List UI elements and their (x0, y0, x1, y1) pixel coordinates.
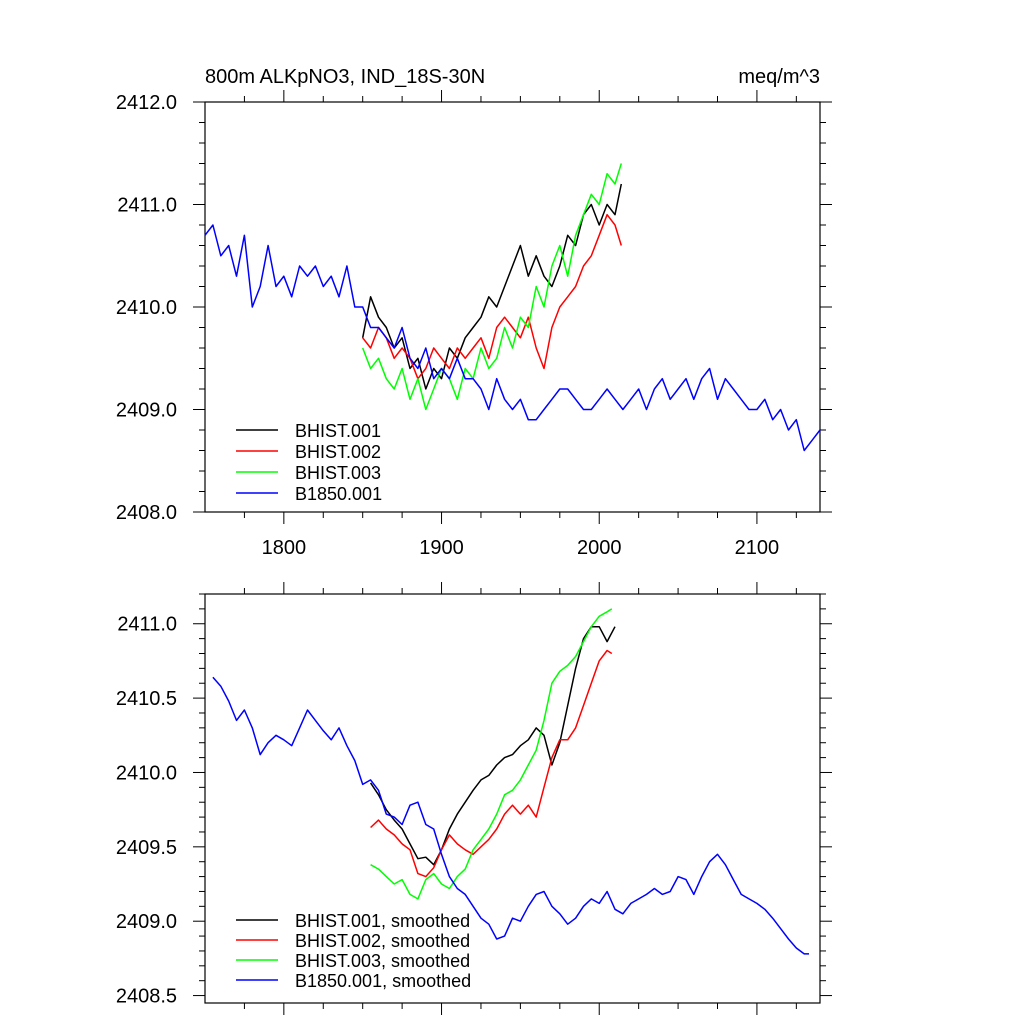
panel2-legend-label: B1850.001, smoothed (295, 971, 471, 991)
panel1-y-tick-label: 2412.0 (116, 92, 177, 114)
panel2-series-2-line (370, 649, 613, 878)
panel2-y-tick-label: 2409.5 (116, 837, 177, 859)
panel1-series-4-line (204, 224, 821, 452)
panel1-series-3-line (362, 163, 623, 411)
panel2-y-tick-label: 2410.0 (116, 762, 177, 784)
panel1-legend-label: B1850.001 (295, 484, 382, 504)
panel1-x-tick-label: 1800 (262, 537, 307, 559)
panel2-frame (204, 593, 821, 1004)
panel1-series-2-line (362, 213, 623, 380)
panel1-x-tick-label: 1900 (419, 537, 464, 559)
panel2-legend-label: BHIST.002, smoothed (295, 931, 470, 951)
panel2-y-tick-label: 2410.5 (116, 688, 177, 710)
panel1-legend-label: BHIST.001 (295, 421, 381, 441)
panel2-y-tick-label: 2411.0 (117, 614, 177, 636)
panel2-series-1-line (369, 625, 616, 866)
chart-title: 800m ALKpNO3, IND_18S-30N (205, 66, 485, 88)
panel1-legend-label: BHIST.003 (295, 463, 381, 483)
panel2-legend-label: BHIST.001, smoothed (295, 911, 470, 931)
units-label: meq/m^3 (738, 66, 820, 88)
panel2-y-tick-label: 2408.5 (116, 986, 177, 1008)
panel1-x-tick-label: 2100 (735, 537, 780, 559)
panel2-series-4-line (212, 676, 809, 955)
panel2-series-3-line (370, 608, 613, 900)
panel2-y-tick-label: 2409.0 (116, 911, 177, 933)
panel1-y-tick-label: 2411.0 (117, 195, 177, 217)
panel1-y-tick-label: 2410.0 (116, 297, 177, 319)
panel1-x-tick-label: 2000 (577, 537, 622, 559)
panel1-legend-label: BHIST.002 (295, 442, 381, 462)
panel1-y-tick-label: 2409.0 (116, 400, 177, 422)
panel1-y-tick-label: 2408.0 (116, 502, 177, 524)
panel2-legend-label: BHIST.003, smoothed (295, 951, 470, 971)
panel1-series-1-line (361, 183, 623, 390)
